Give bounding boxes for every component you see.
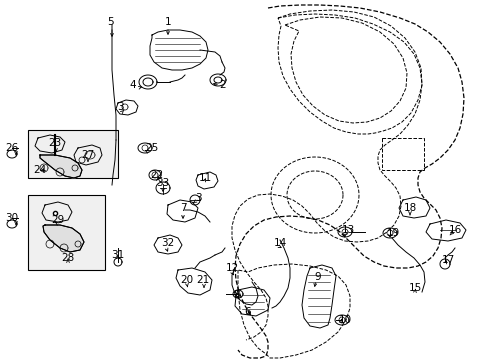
Text: 7: 7 bbox=[179, 203, 186, 213]
Polygon shape bbox=[398, 197, 429, 218]
Text: 15: 15 bbox=[407, 283, 421, 293]
Text: 1: 1 bbox=[164, 17, 171, 27]
Text: 13: 13 bbox=[341, 225, 354, 235]
Text: 21: 21 bbox=[196, 275, 209, 285]
Text: 3: 3 bbox=[194, 193, 201, 203]
Polygon shape bbox=[235, 287, 269, 316]
Text: 3: 3 bbox=[117, 102, 123, 112]
Text: 33: 33 bbox=[156, 178, 169, 188]
Text: 31: 31 bbox=[111, 250, 124, 260]
Text: 24: 24 bbox=[33, 165, 46, 175]
Text: 5: 5 bbox=[106, 17, 113, 27]
Text: 12: 12 bbox=[225, 263, 238, 273]
Polygon shape bbox=[150, 30, 207, 70]
Polygon shape bbox=[176, 268, 212, 295]
Text: 23: 23 bbox=[48, 138, 61, 148]
Text: 14: 14 bbox=[273, 238, 286, 248]
Text: 18: 18 bbox=[403, 203, 416, 213]
Polygon shape bbox=[40, 155, 82, 178]
Bar bbox=[381, 138, 423, 170]
Polygon shape bbox=[154, 235, 182, 254]
Text: 11: 11 bbox=[198, 173, 211, 183]
Text: 25: 25 bbox=[145, 143, 158, 153]
Text: 6: 6 bbox=[244, 307, 251, 317]
Bar bbox=[28, 195, 105, 270]
Polygon shape bbox=[425, 220, 465, 241]
Text: 17: 17 bbox=[441, 255, 454, 265]
Text: 9: 9 bbox=[314, 272, 321, 282]
Text: 28: 28 bbox=[61, 253, 75, 263]
Polygon shape bbox=[302, 265, 335, 328]
Text: 20: 20 bbox=[180, 275, 193, 285]
Text: 27: 27 bbox=[81, 150, 95, 160]
Text: 16: 16 bbox=[447, 225, 461, 235]
Polygon shape bbox=[167, 200, 198, 222]
Text: 30: 30 bbox=[5, 213, 19, 223]
Bar bbox=[28, 130, 118, 178]
Text: 22: 22 bbox=[150, 170, 163, 180]
Text: 29: 29 bbox=[51, 215, 64, 225]
Text: 32: 32 bbox=[161, 238, 174, 248]
Text: 19: 19 bbox=[386, 228, 399, 238]
Text: 8: 8 bbox=[233, 290, 240, 300]
Text: 10: 10 bbox=[338, 315, 351, 325]
Text: 4: 4 bbox=[129, 80, 136, 90]
Text: 26: 26 bbox=[5, 143, 19, 153]
Polygon shape bbox=[43, 225, 84, 252]
Text: 2: 2 bbox=[219, 80, 226, 90]
